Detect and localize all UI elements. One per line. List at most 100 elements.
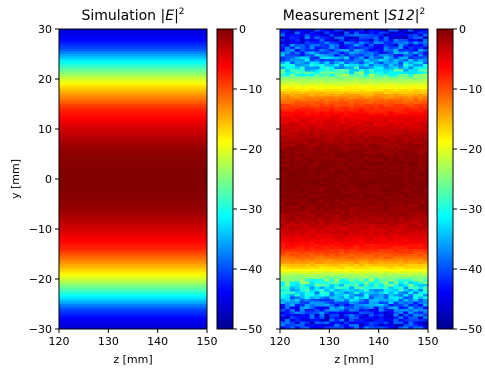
heatmap-cell — [304, 41, 310, 45]
heatmap-cell — [334, 246, 340, 250]
heatmap-cell — [304, 309, 310, 312]
heatmap-cell — [329, 261, 335, 265]
heatmap-cell — [304, 64, 310, 67]
heatmap-cell — [408, 241, 414, 245]
heatmap-cell — [368, 159, 375, 162]
heatmap-cell — [349, 56, 355, 60]
heatmap-cell — [334, 251, 340, 255]
heatmap-cell — [294, 324, 301, 327]
heatmap-cell — [329, 56, 335, 60]
heatmap-cell — [329, 229, 335, 232]
heatmap-cell — [329, 296, 335, 300]
heatmap-cell — [59, 269, 208, 272]
heatmap-cell — [349, 226, 355, 230]
heatmap-cell — [358, 131, 365, 135]
heatmap-cell — [393, 174, 399, 177]
heatmap-cell — [289, 101, 296, 105]
heatmap-cell — [393, 219, 399, 222]
heatmap-cell — [373, 41, 380, 45]
heatmap-cell — [280, 274, 286, 277]
heatmap-cell — [280, 104, 286, 107]
heatmap-cell — [349, 91, 355, 95]
heatmap-cell — [289, 169, 296, 172]
heatmap-cell — [358, 304, 365, 307]
heatmap-cell — [309, 216, 315, 220]
heatmap-cell — [344, 109, 350, 112]
heatmap-cell — [344, 159, 350, 162]
heatmap-cell — [363, 176, 370, 180]
heatmap-cell — [418, 31, 424, 35]
heatmap-cell — [344, 146, 350, 150]
heatmap-cell — [284, 314, 291, 317]
heatmap-cell — [344, 236, 350, 240]
heatmap-cell — [314, 239, 320, 242]
heatmap-cell — [408, 266, 414, 270]
heatmap-cell — [329, 71, 335, 75]
heatmap-cell — [344, 84, 350, 87]
heatmap-cell — [368, 239, 375, 242]
heatmap-cell — [363, 256, 370, 260]
heatmap-cell — [319, 86, 325, 90]
heatmap-cell — [349, 139, 355, 142]
heatmap-cell — [413, 286, 419, 290]
heatmap-cell — [398, 299, 404, 302]
heatmap-cell — [349, 269, 355, 272]
heatmap-cell — [418, 204, 424, 207]
heatmap-cell — [299, 231, 306, 235]
heatmap-cell — [358, 76, 365, 80]
heatmap-cell — [280, 294, 286, 297]
heatmap-cell — [329, 49, 335, 52]
heatmap-cell — [59, 306, 208, 310]
heatmap-cell — [373, 221, 380, 225]
heatmap-cell — [324, 291, 330, 295]
heatmap-cell — [309, 249, 315, 252]
heatmap-cell — [324, 309, 330, 312]
heatmap-cell — [408, 284, 414, 287]
heatmap-cell — [398, 61, 404, 65]
heatmap-cell — [344, 166, 350, 170]
heatmap-cell — [329, 314, 335, 317]
heatmap-cell — [383, 191, 389, 195]
heatmap-cell — [314, 91, 320, 95]
heatmap-cell — [304, 54, 310, 57]
heatmap-cell — [344, 74, 350, 77]
heatmap-cell — [368, 209, 375, 212]
heatmap-cell — [418, 274, 424, 277]
heatmap-cell — [59, 56, 208, 60]
heatmap-cell — [368, 206, 375, 210]
heatmap-cell — [408, 236, 414, 240]
heatmap-cell — [383, 44, 389, 47]
heatmap-cell — [339, 109, 345, 112]
heatmap-cell — [383, 29, 389, 32]
heatmap-cell — [319, 321, 325, 325]
heatmap-cell — [349, 59, 355, 62]
heatmap-cell — [418, 209, 424, 212]
heatmap-cell — [280, 309, 286, 312]
heatmap-cell — [289, 159, 296, 162]
heatmap-cell — [309, 194, 315, 197]
heatmap-cell — [284, 136, 291, 140]
heatmap-cell — [373, 274, 380, 277]
heatmap-cell — [373, 224, 380, 227]
heatmap-cell — [280, 31, 286, 35]
heatmap-cell — [398, 201, 404, 205]
heatmap-cell — [329, 254, 335, 257]
heatmap-cell — [388, 261, 394, 265]
heatmap-cell — [280, 131, 286, 135]
heatmap-cell — [408, 166, 414, 170]
heatmap-cell — [363, 299, 370, 302]
heatmap-cell — [324, 149, 330, 152]
heatmap-cell — [423, 44, 429, 47]
heatmap-cell — [349, 114, 355, 117]
heatmap-cell — [398, 214, 404, 217]
heatmap-cell — [304, 111, 310, 115]
heatmap-cell — [403, 196, 409, 200]
heatmap-cell — [59, 156, 208, 160]
heatmap-cell — [368, 121, 375, 125]
heatmap-cell — [314, 141, 320, 145]
heatmap-cell — [363, 211, 370, 215]
heatmap-cell — [413, 196, 419, 200]
heatmap-cell — [408, 124, 414, 127]
heatmap-cell — [358, 94, 365, 97]
heatmap-cell — [358, 151, 365, 155]
